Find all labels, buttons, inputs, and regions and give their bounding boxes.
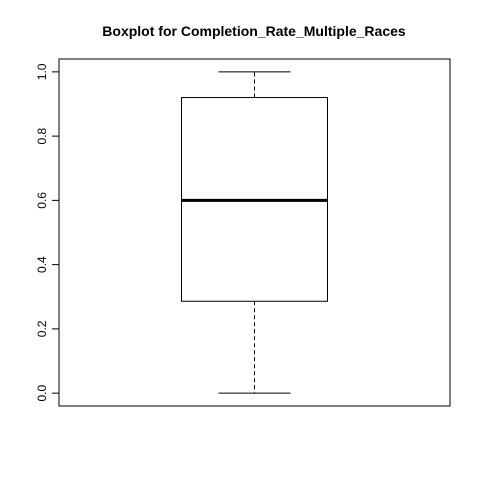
y-tick-label: 0.8 bbox=[35, 127, 49, 144]
y-tick-label: 0.2 bbox=[35, 320, 49, 337]
y-tick-label: 0.0 bbox=[35, 384, 49, 401]
box-group bbox=[181, 71, 328, 394]
y-axis: 0.0 0.2 0.4 0.6 0.8 1.0 bbox=[35, 63, 60, 401]
y-tick-label: 0.6 bbox=[35, 192, 49, 209]
y-tick-label: 0.4 bbox=[35, 256, 49, 273]
y-tick-label: 1.0 bbox=[35, 63, 49, 80]
chart-title: Boxplot for Completion_Rate_Multiple_Rac… bbox=[102, 23, 406, 39]
